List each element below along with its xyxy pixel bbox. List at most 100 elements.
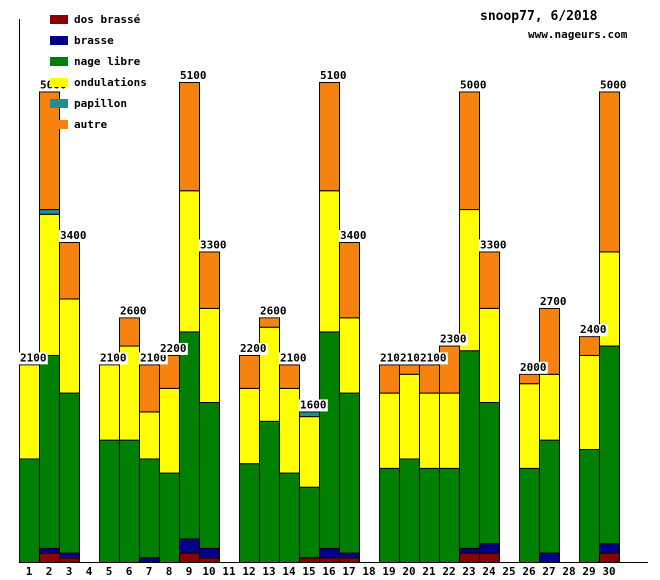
bar-total-label: 2700 <box>540 295 567 308</box>
bar-day-10 <box>199 251 220 564</box>
x-tick-label-25: 25 <box>502 565 515 578</box>
segment-nage-libre <box>379 467 400 563</box>
segment-ondulations <box>319 190 340 333</box>
segment-dos-brassé <box>599 552 620 564</box>
x-tick-label-7: 7 <box>146 565 153 578</box>
segment-brasse <box>199 547 220 559</box>
page-title: snoop77, 6/2018 <box>480 9 598 24</box>
x-tick-label-26: 26 <box>522 565 536 578</box>
segment-ondulations <box>379 392 400 469</box>
brasse-swatch-icon <box>50 36 68 45</box>
legend: dos brassé brasse nage libre ondulations… <box>50 14 147 130</box>
segment-ondulations <box>39 213 60 356</box>
segment-brasse <box>59 552 80 559</box>
segment-nage-libre <box>119 439 140 564</box>
segment-ondulations <box>419 392 440 469</box>
bar-total-label: 5000 <box>600 78 627 91</box>
bar-day-12 <box>239 354 260 564</box>
segment-autre <box>459 91 480 211</box>
x-tick-label-24: 24 <box>482 565 496 578</box>
segment-nage-libre <box>299 486 320 559</box>
segment-nage-libre <box>579 449 600 564</box>
bar-total-label: 2200 <box>160 342 187 355</box>
bar-total-label: 3300 <box>200 238 227 251</box>
segment-autre <box>239 354 260 389</box>
legend-label: ondulations <box>74 76 147 89</box>
segment-dos-brassé <box>479 552 500 564</box>
segment-ondulations <box>139 411 160 460</box>
segment-autre <box>119 317 140 347</box>
segment-nage-libre <box>99 439 120 564</box>
x-tick-label-15: 15 <box>302 565 315 578</box>
bar-total-label: 2300 <box>440 333 467 346</box>
bar-day-14 <box>279 364 300 563</box>
bar-label-bg <box>439 333 468 346</box>
x-tick-label-12: 12 <box>242 565 255 578</box>
bar-day-8 <box>159 354 180 563</box>
x-tick-label-17: 17 <box>342 565 355 578</box>
bar-total-label: 2100 <box>420 351 447 364</box>
bar-total-label: 1600 <box>300 398 327 411</box>
x-tick-label-13: 13 <box>262 565 275 578</box>
segment-nage-libre <box>199 402 220 549</box>
legend-label: brasse <box>74 34 114 47</box>
segment-ondulations <box>179 190 200 333</box>
bar-total-label: 2100 <box>20 351 47 364</box>
segment-nage-libre <box>259 420 280 563</box>
bar-day-16 <box>319 82 340 564</box>
legend-item-brasse: brasse <box>50 35 147 46</box>
bar-label-bg <box>319 70 348 82</box>
segment-nage-libre <box>279 472 300 563</box>
segment-nage-libre <box>419 467 440 563</box>
bar-day-22 <box>439 345 460 563</box>
bar-day-1 <box>19 364 40 563</box>
segment-nage-libre <box>139 458 160 559</box>
segment-nage-libre <box>59 392 80 554</box>
segment-ondulations <box>299 416 320 488</box>
segment-autre <box>379 364 400 394</box>
x-tick-label-9: 9 <box>186 565 193 578</box>
x-tick-label-19: 19 <box>382 565 395 578</box>
segment-brasse <box>139 557 160 564</box>
segment-brasse <box>319 547 340 559</box>
bar-total-label: 2100 <box>100 351 127 364</box>
segment-nage-libre <box>39 354 60 549</box>
bar-total-label: 2000 <box>520 361 547 374</box>
bar-day-13 <box>259 317 280 563</box>
bar-total-label: 2600 <box>120 304 147 317</box>
bar-day-21 <box>419 364 440 563</box>
bar-total-label: 3400 <box>340 229 367 242</box>
bar-day-30 <box>599 91 620 564</box>
segment-ondulations <box>439 392 460 469</box>
x-tick-label-8: 8 <box>166 565 173 578</box>
nage-libre-swatch-icon <box>50 57 68 66</box>
bar-total-label: 5000 <box>460 78 487 91</box>
segment-brasse <box>459 547 480 554</box>
legend-item-papillon: papillon <box>50 98 147 109</box>
segment-autre <box>319 82 340 192</box>
bar-day-24 <box>479 251 500 564</box>
segment-autre <box>539 307 560 375</box>
bar-total-label: 5100 <box>180 69 207 82</box>
segment-brasse <box>539 552 560 564</box>
segment-autre <box>279 364 300 389</box>
bar-total-label: 3300 <box>480 238 507 251</box>
x-tick-label-14: 14 <box>282 565 296 578</box>
bar-label-bg <box>199 239 228 252</box>
bar-total-label: 2600 <box>260 304 287 317</box>
legend-label: papillon <box>74 97 127 110</box>
bar-label-bg <box>119 305 148 318</box>
segment-autre <box>599 91 620 253</box>
segment-nage-libre <box>599 345 620 545</box>
bar-day-23 <box>459 91 480 564</box>
papillon-swatch-icon <box>50 99 68 108</box>
site-link[interactable]: www.nageurs.com <box>528 28 628 41</box>
segment-brasse <box>479 543 500 554</box>
segment-nage-libre <box>239 463 260 564</box>
bar-day-3 <box>59 242 80 564</box>
segment-dos-brassé <box>59 557 80 564</box>
x-tick-label-30: 30 <box>602 565 615 578</box>
x-tick-label-1: 1 <box>26 565 33 578</box>
segment-papillon <box>39 209 60 215</box>
segment-ondulations <box>519 383 540 469</box>
